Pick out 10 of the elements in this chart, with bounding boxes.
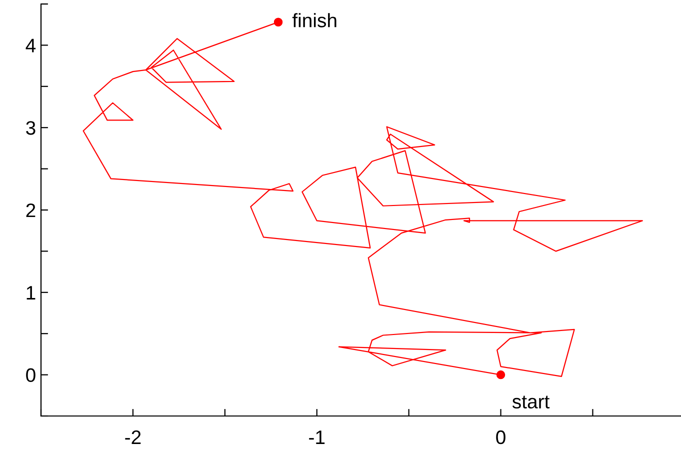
annotation: finish	[292, 13, 336, 28]
y-tick-label: 1	[26, 286, 36, 300]
x-tick-label: 0	[496, 430, 506, 444]
y-tick-label: 0	[26, 368, 36, 382]
x-tick-label: -2	[125, 430, 141, 444]
y-tick-label: 3	[26, 121, 36, 135]
annotation: start	[512, 396, 550, 409]
y-tick-label: 2	[26, 203, 36, 218]
y-tick-label: 4	[26, 38, 36, 52]
x-tick-label: -1	[309, 430, 325, 444]
